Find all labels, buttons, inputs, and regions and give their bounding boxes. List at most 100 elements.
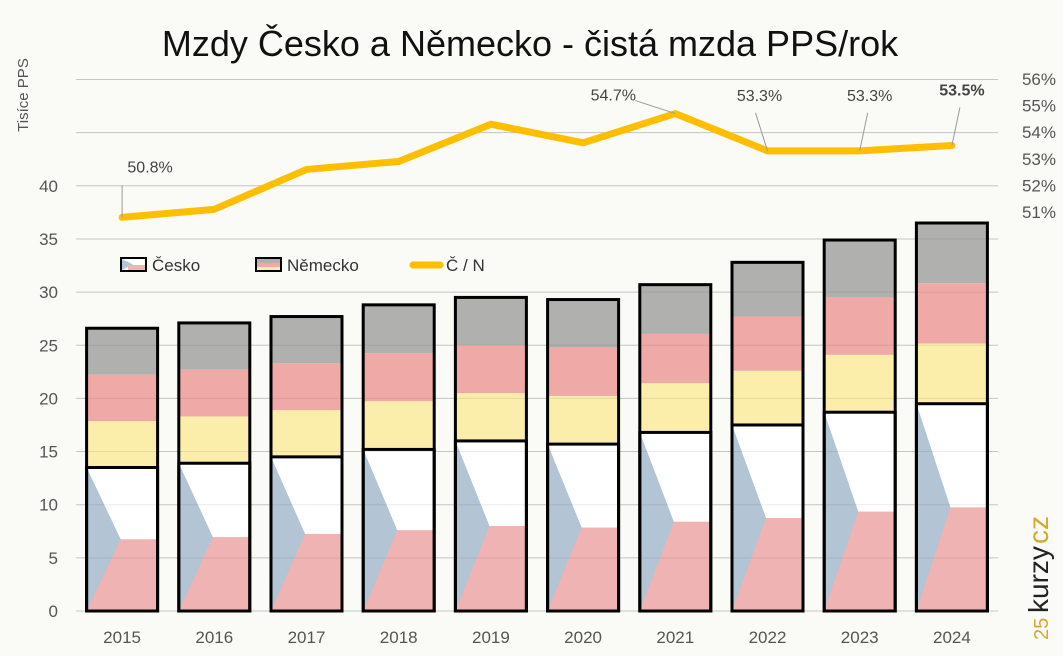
y-tick-label: 25	[39, 336, 58, 355]
bar-nemecko-black	[547, 299, 619, 348]
bar-cesko-triangle	[455, 440, 490, 611]
x-tick-label: 2016	[195, 628, 233, 647]
bar-nemecko-black	[916, 223, 988, 284]
y2-tick-label: 52%	[1022, 176, 1056, 195]
annotation-label: 53.5%	[939, 83, 984, 100]
y-tick-label: 10	[39, 496, 58, 515]
bar-cesko-triangle	[732, 424, 767, 611]
bar-nemecko-red	[86, 374, 158, 422]
y-tick-label: 30	[39, 283, 58, 302]
annotation-leader	[859, 112, 869, 151]
x-tick-label: 2019	[472, 628, 510, 647]
bar-nemecko-black	[455, 297, 527, 346]
annotation-label: 53.3%	[737, 88, 782, 105]
bar-cesko-triangle	[547, 444, 582, 611]
y2-tick-label: 54%	[1022, 123, 1056, 142]
y-axis-label: Tisíce PPS	[15, 58, 32, 132]
bar-nemecko-gold	[732, 370, 803, 425]
y-tick-label: 20	[39, 389, 58, 408]
y-tick-label: 0	[49, 602, 58, 621]
bar-nemecko-black	[178, 322, 250, 370]
bar-nemecko-gold	[547, 395, 619, 445]
bar-cesko-triangle	[916, 403, 951, 611]
annotation-leader	[755, 112, 768, 151]
bar-cesko-triangle	[86, 467, 121, 611]
bar-nemecko-black	[824, 240, 896, 298]
y2-tick-label: 56%	[1022, 70, 1056, 89]
legend-label-cesko: Česko	[152, 256, 200, 275]
bar-nemecko-red	[639, 333, 711, 384]
bar-cesko-triangle	[363, 449, 398, 611]
y-tick-label: 40	[39, 177, 58, 196]
y-tick-label: 35	[39, 230, 58, 249]
bar-nemecko-black	[86, 328, 158, 375]
annotation-label: 50.8%	[127, 159, 172, 176]
logo-cz: cz	[1023, 516, 1054, 544]
x-tick-label: 2021	[656, 628, 694, 647]
bar-nemecko-gold	[178, 416, 250, 464]
x-tick-label: 2022	[749, 628, 787, 647]
legend-swatch-nemecko-black	[257, 259, 280, 263]
x-tick-label: 2023	[841, 628, 879, 647]
bar-cesko-outline	[822, 410, 897, 613]
bar-nemecko-red	[178, 369, 250, 417]
x-tick-label: 2018	[380, 628, 418, 647]
bar-cesko-outline	[546, 442, 621, 613]
bar-nemecko-red	[824, 297, 896, 355]
bar-nemecko-black	[639, 284, 711, 334]
y-tick-label: 5	[49, 549, 58, 568]
bar-cesko-outline	[914, 402, 989, 613]
chart-title: Mzdy Česko a Německo - čistá mzda PPS/ro…	[162, 23, 899, 64]
bar-cesko-outline	[269, 455, 344, 613]
legend-swatch-nemecko-red	[257, 263, 280, 267]
bar-cesko-triangle	[271, 456, 306, 611]
legend-label-nemecko: Německo	[287, 256, 359, 275]
bar-cesko-triangle	[824, 412, 859, 611]
bar-nemecko-red	[271, 363, 342, 411]
bar-nemecko-gold	[271, 410, 342, 457]
bar-nemecko-black	[732, 262, 803, 317]
x-tick-label: 2024	[933, 628, 971, 647]
legend-swatch-cesko-triangle	[122, 259, 133, 270]
bar-nemecko-gold	[363, 401, 435, 450]
legend-item-cesko[interactable]: Česko	[120, 256, 200, 275]
bar-cesko-outline	[638, 430, 713, 613]
bar-nemecko-gold	[639, 383, 711, 433]
y2-tick-label: 55%	[1022, 97, 1056, 116]
bar-cesko-outline	[453, 439, 528, 613]
x-tick-label: 2020	[564, 628, 602, 647]
bar-cesko-triangle	[639, 432, 674, 611]
bar-nemecko-gold	[455, 393, 527, 441]
y2-tick-label: 53%	[1022, 150, 1056, 169]
x-tick-label: 2015	[103, 628, 141, 647]
annotation-leader	[951, 107, 961, 146]
annotation-label: 54.7%	[591, 88, 636, 105]
logo-kurzy: kurzy	[1023, 546, 1054, 613]
bar-nemecko-red	[916, 283, 988, 344]
annotation-leader	[635, 100, 676, 115]
legend-item-nemecko[interactable]: Německo	[255, 256, 359, 275]
bar-nemecko-red	[455, 345, 527, 394]
ratio-line	[118, 110, 956, 221]
bar-cesko-outline	[361, 447, 436, 613]
y2-tick-label: 51%	[1022, 203, 1056, 222]
bar-nemecko-gold	[86, 421, 158, 468]
bar-nemecko-red	[732, 316, 803, 371]
y-tick-label: 15	[39, 443, 58, 462]
bar-cesko-triangle	[178, 463, 213, 611]
legend: Česko Německo Č / N	[120, 256, 485, 275]
logo-25: 25	[1031, 618, 1053, 640]
bar-nemecko-gold	[824, 354, 896, 413]
annotation-label: 53.3%	[847, 88, 892, 105]
legend-item-ratio[interactable]: Č / N	[409, 256, 485, 275]
bar-cesko-outline	[85, 465, 160, 613]
kurzy-logo: 25 kurzy cz	[1023, 516, 1054, 640]
legend-label-ratio: Č / N	[446, 256, 485, 275]
bar-cesko-outline	[730, 423, 805, 613]
bar-cesko-outline	[177, 461, 252, 613]
x-tick-label: 2017	[288, 628, 326, 647]
bar-nemecko-black	[271, 316, 342, 364]
bar-nemecko-gold	[916, 343, 988, 404]
bar-nemecko-red	[363, 353, 435, 402]
